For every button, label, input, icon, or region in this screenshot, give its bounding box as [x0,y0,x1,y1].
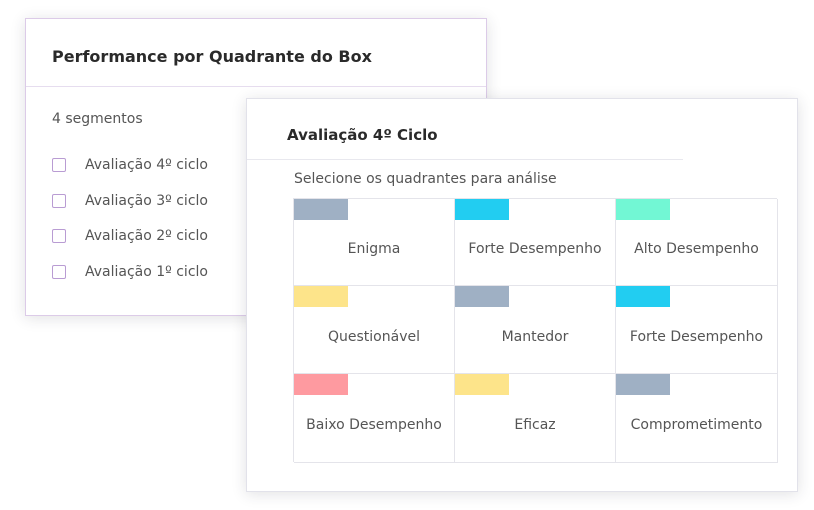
quadrant-color-swatch [455,374,509,395]
quadrant-cell-forte-desempenho-2[interactable]: Forte Desempenho [616,286,778,374]
quadrant-cell-mantedor[interactable]: Mantedor [455,286,616,374]
quadrant-label: Mantedor [501,328,569,345]
quadrant-label: Forte Desempenho [629,328,764,345]
quadrant-cell-baixo-desempenho[interactable]: Baixo Desempenho [294,374,455,463]
quadrant-cell-comprometimento[interactable]: Comprometimento [616,374,778,463]
segment-item-cycle-1[interactable]: Avaliação 1º ciclo [52,263,208,281]
quadrant-color-swatch [616,374,670,395]
quadrant-label: Enigma [347,241,401,257]
segment-checkbox[interactable] [52,158,66,172]
quadrant-cell-eficaz[interactable]: Eficaz [455,374,616,463]
segment-checkbox[interactable] [52,193,66,208]
quadrant-label: Questionável [328,328,420,345]
quadrant-cell-forte-desempenho[interactable]: Forte Desempenho [455,199,616,286]
quadrant-label: Comprometimento [630,417,763,433]
segment-label: Avaliação 2º ciclo [85,228,208,244]
quadrant-color-swatch [455,286,509,307]
segment-label: Avaliação 3º ciclo [85,192,208,209]
segment-item-cycle-3[interactable]: Avaliação 3º ciclo [52,192,208,210]
quadrant-color-swatch [294,374,348,395]
segment-checkbox[interactable] [52,264,66,279]
quadrant-color-swatch [294,286,348,307]
quadrant-color-swatch [294,199,348,220]
quadrant-cell-questionavel[interactable]: Questionável [294,286,455,374]
quadrant-color-swatch [616,286,670,307]
segment-count: 4 segmentos [52,111,143,127]
quadrant-color-swatch [616,199,670,220]
segment-item-cycle-4[interactable]: Avaliação 4º ciclo [52,156,208,174]
segment-checkbox[interactable] [52,229,66,243]
quadrant-label: Baixo Desempenho [306,417,442,433]
quadrant-grid: Enigma Forte Desempenho Alto Desempenho … [293,198,778,463]
segment-item-cycle-2[interactable]: Avaliação 2º ciclo [52,227,208,245]
cycle-card-divider [247,159,683,160]
quadrant-label: Alto Desempenho [634,241,759,257]
performance-card-divider [26,86,486,87]
segment-label: Avaliação 1º ciclo [85,263,208,280]
segment-list: Avaliação 4º ciclo Avaliação 3º ciclo Av… [52,156,208,298]
quadrant-label: Forte Desempenho [468,241,602,257]
quadrant-label: Eficaz [514,417,556,433]
performance-card-title: Performance por Quadrante do Box [52,47,372,66]
quadrant-cell-enigma[interactable]: Enigma [294,199,455,286]
quadrant-cell-alto-desempenho[interactable]: Alto Desempenho [616,199,778,286]
cycle-evaluation-card: Avaliação 4º Ciclo Selecione os quadrant… [246,98,798,492]
quadrant-instruction: Selecione os quadrantes para análise [294,171,557,187]
quadrant-color-swatch [455,199,509,220]
cycle-card-title: Avaliação 4º Ciclo [287,126,438,144]
segment-label: Avaliação 4º ciclo [85,157,208,173]
